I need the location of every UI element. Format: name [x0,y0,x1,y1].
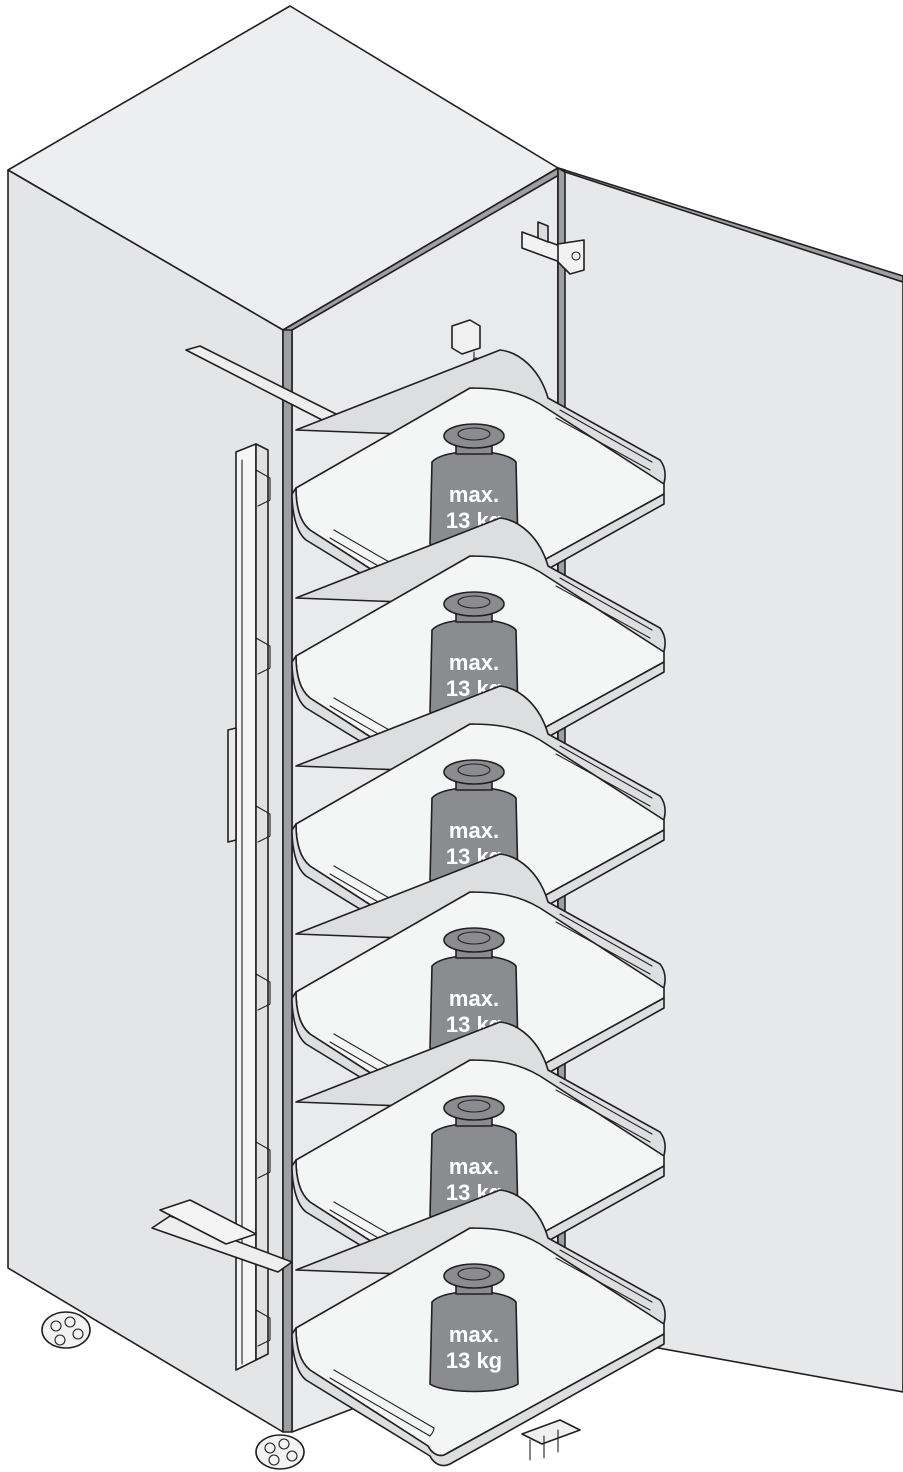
shelf-front-lip [291,1327,665,1467]
pullout-frame-upright [227,443,269,1371]
weight-label-max: max. [449,650,499,675]
front-runner-bracket [521,1419,581,1461]
adjustable-foot-left [41,1311,91,1349]
shelf-1: max.13 kg [255,349,666,627]
weight-label-kg: 13 kg [446,1348,502,1373]
shelf-5: max.13 kg [255,1021,666,1299]
shelf-rear-slot [555,409,653,471]
shelf-side-slot [329,1369,435,1437]
shelf-6: max.13 kg [255,1189,666,1467]
max-weight-icon: max.13 kg [429,591,519,721]
weight-label-max: max. [449,482,499,507]
upright-hook [255,973,271,1011]
upright-hook [255,1141,271,1179]
shelf-rear-slot [555,1081,653,1143]
upright-hook [255,637,271,675]
door-hinge [521,221,585,275]
adjustable-foot-right [255,1434,305,1470]
shelf-rear-slot [555,913,653,975]
max-weight-icon: max.13 kg [429,1263,519,1393]
shelf-rear-slot [555,1249,653,1311]
weight-label-max: max. [449,1322,499,1347]
shelf-rear-slot [555,577,653,639]
upright-hook [255,469,271,507]
bottom-rail-bracket [159,1199,257,1245]
weight-label-max: max. [449,986,499,1011]
door-top-edge [557,167,903,283]
weight-label-max: max. [449,818,499,843]
bottom-guide-rail [151,1215,293,1273]
upright-hook [255,805,271,843]
upright-hook [255,1309,271,1347]
weight-label-max: max. [449,1154,499,1179]
shelf-rear-slot [555,745,653,807]
